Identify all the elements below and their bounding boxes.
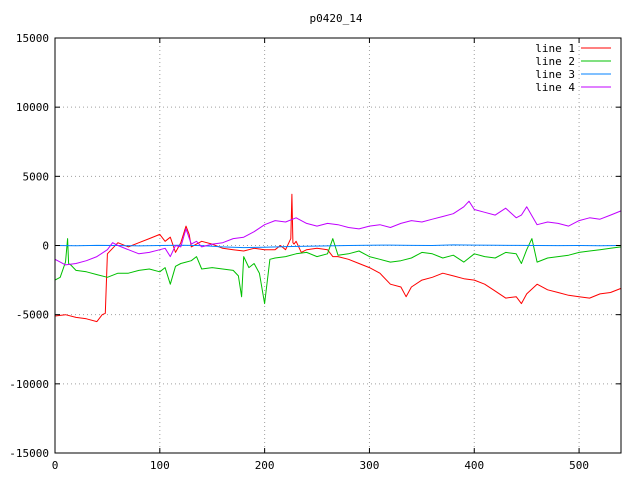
y-tick-label: 0	[42, 240, 49, 253]
legend-label: line 4	[535, 81, 575, 94]
y-tick-label: 15000	[16, 32, 49, 45]
x-tick-label: 400	[464, 459, 484, 472]
legend-label: line 1	[535, 42, 575, 55]
y-tick-label: 5000	[23, 170, 50, 183]
series-line-4	[54, 200, 622, 266]
y-tick-label: -10000	[9, 378, 49, 391]
x-tick-label: 100	[150, 459, 170, 472]
chart-title: p0420_14	[310, 12, 363, 25]
series-line-3	[54, 244, 622, 249]
x-tick-label: 200	[255, 459, 275, 472]
x-tick-label: 500	[569, 459, 589, 472]
series-lines	[54, 193, 622, 323]
legend-label: line 3	[535, 68, 575, 81]
x-tick-label: 300	[360, 459, 380, 472]
y-axis-ticks: -15000 -10000 -5000 0 5000 10000 15000	[9, 32, 621, 460]
x-axis-ticks: 0 100 200 300 400 500	[52, 38, 589, 472]
series-line-1	[54, 193, 622, 323]
legend-label: line 2	[535, 55, 575, 68]
y-tick-label: 10000	[16, 101, 49, 114]
y-tick-label: -5000	[16, 309, 49, 322]
series-line-2	[54, 238, 622, 305]
x-tick-label: 0	[52, 459, 59, 472]
y-tick-label: -15000	[9, 447, 49, 460]
